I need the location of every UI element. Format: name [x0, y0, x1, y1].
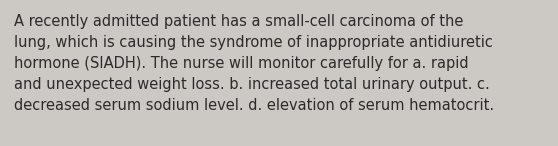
Text: A recently admitted patient has a small-cell carcinoma of the
lung, which is cau: A recently admitted patient has a small-…: [14, 14, 494, 113]
